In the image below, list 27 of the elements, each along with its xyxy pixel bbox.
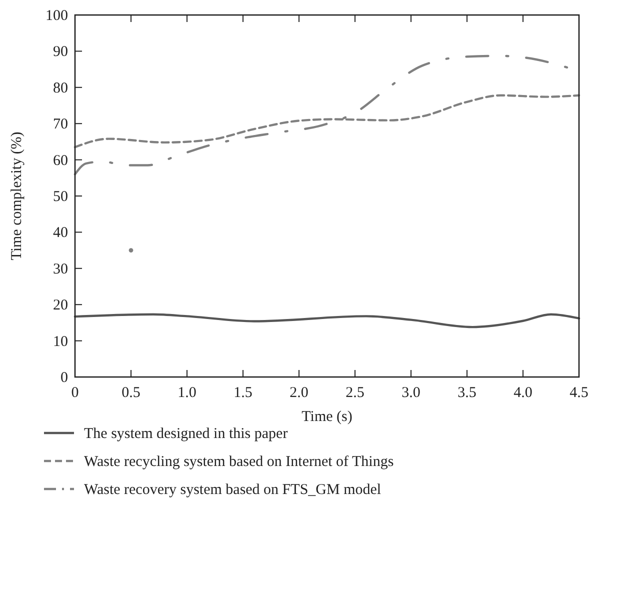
y-axis-title: Time complexity (%)	[9, 132, 25, 260]
x-tick-label: 1.0	[178, 385, 196, 401]
y-tick-label: 80	[53, 80, 68, 96]
y-tick-label: 30	[53, 261, 68, 278]
x-tick-label: 3.5	[458, 385, 476, 401]
y-tick-label: 90	[53, 44, 68, 60]
x-tick-label: 2.0	[290, 385, 308, 401]
x-tick-label: 1.5	[234, 385, 252, 401]
legend-label: Waste recovery system based on FTS_GM model	[84, 482, 382, 498]
legend-label: The system designed in this paper	[84, 426, 288, 442]
y-tick-label: 40	[53, 225, 68, 242]
legend-label: Waste recycling system based on Internet of Things	[84, 454, 394, 470]
y-tick-label: 10	[53, 334, 68, 350]
line-series	[74, 313, 580, 328]
x-tick-label: 2.5	[346, 385, 364, 401]
x-tick-label: 0	[71, 385, 79, 401]
y-tick-label: 70	[53, 116, 68, 133]
y-tick-label: 20	[53, 298, 68, 314]
x-tick-label: 0.5	[122, 385, 140, 401]
y-tick-label: 50	[53, 189, 68, 205]
x-tick-label: 3.0	[402, 385, 420, 401]
y-tick-label: 0	[60, 370, 68, 386]
x-tick-label: 4.0	[514, 385, 532, 401]
y-tick-label: 60	[53, 152, 68, 169]
y-tick-label: 100	[46, 8, 68, 24]
x-axis-title: Time (s)	[302, 409, 352, 425]
x-tick-label: 4.5	[570, 385, 588, 401]
